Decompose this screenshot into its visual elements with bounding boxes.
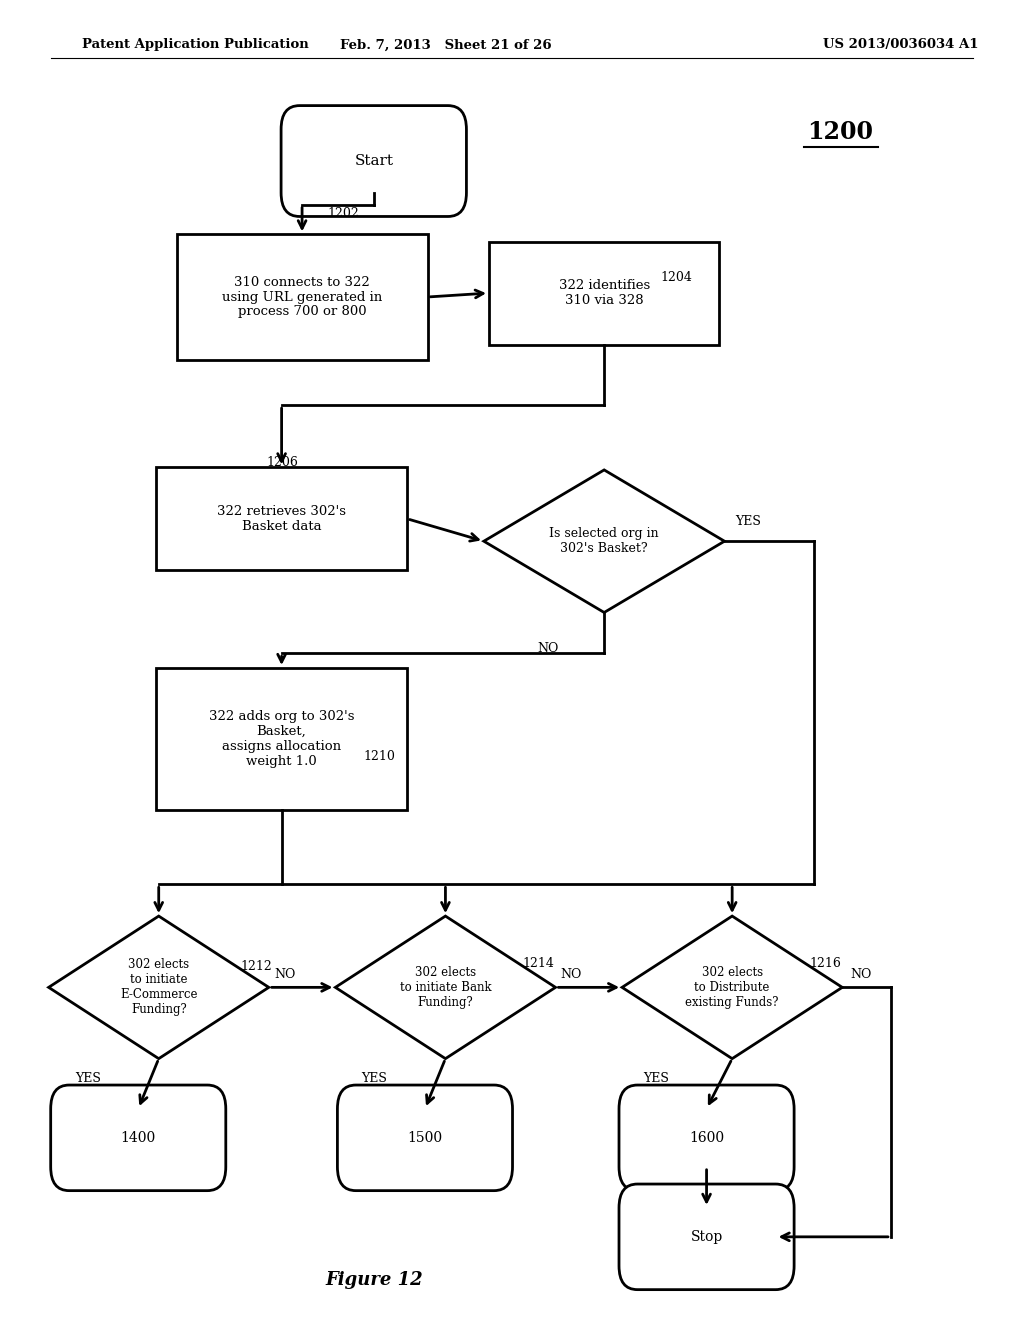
FancyBboxPatch shape [618, 1184, 795, 1290]
Text: Figure 12: Figure 12 [325, 1271, 423, 1290]
Text: 302 elects
to initiate Bank
Funding?: 302 elects to initiate Bank Funding? [399, 966, 492, 1008]
Text: Stop: Stop [690, 1230, 723, 1243]
Text: 302 elects
to Distribute
existing Funds?: 302 elects to Distribute existing Funds? [685, 966, 779, 1008]
Text: NO: NO [561, 968, 582, 981]
Polygon shape [49, 916, 268, 1059]
FancyBboxPatch shape [51, 1085, 226, 1191]
Text: 322 retrieves 302's
Basket data: 322 retrieves 302's Basket data [217, 504, 346, 533]
Text: 1216: 1216 [809, 957, 841, 970]
Text: 1214: 1214 [522, 957, 554, 970]
Text: 322 adds org to 302's
Basket,
assigns allocation
weight 1.0: 322 adds org to 302's Basket, assigns al… [209, 710, 354, 768]
Text: 1202: 1202 [328, 207, 359, 220]
FancyBboxPatch shape [337, 1085, 512, 1191]
Text: 1212: 1212 [241, 960, 272, 973]
Text: Is selected org in
302's Basket?: Is selected org in 302's Basket? [549, 527, 659, 556]
Text: YES: YES [361, 1072, 387, 1085]
Text: 310 connects to 322
using URL generated in
process 700 or 800: 310 connects to 322 using URL generated … [222, 276, 382, 318]
Polygon shape [336, 916, 555, 1059]
Text: Feb. 7, 2013   Sheet 21 of 26: Feb. 7, 2013 Sheet 21 of 26 [340, 38, 551, 51]
Text: 1500: 1500 [408, 1131, 442, 1144]
Bar [489, 242, 719, 345]
Text: NO: NO [538, 642, 559, 655]
FancyBboxPatch shape [281, 106, 466, 216]
Polygon shape [483, 470, 725, 612]
Bar [157, 668, 408, 810]
Bar [176, 235, 428, 359]
Text: YES: YES [735, 515, 761, 528]
Text: Start: Start [354, 154, 393, 168]
Text: NO: NO [850, 968, 871, 981]
Text: YES: YES [75, 1072, 100, 1085]
Bar [157, 467, 408, 570]
Text: US 2013/0036034 A1: US 2013/0036034 A1 [823, 38, 979, 51]
Text: 1400: 1400 [121, 1131, 156, 1144]
Text: 302 elects
to initiate
E-Commerce
Funding?: 302 elects to initiate E-Commerce Fundin… [120, 958, 198, 1016]
Text: 1204: 1204 [660, 271, 692, 284]
Text: 322 identifies
310 via 328: 322 identifies 310 via 328 [558, 279, 650, 308]
FancyBboxPatch shape [618, 1085, 795, 1191]
Text: 1200: 1200 [807, 120, 872, 144]
Text: 1206: 1206 [266, 455, 298, 469]
Text: 1210: 1210 [364, 750, 395, 763]
Text: 1600: 1600 [689, 1131, 724, 1144]
Text: Patent Application Publication: Patent Application Publication [82, 38, 308, 51]
Text: NO: NO [274, 968, 295, 981]
Polygon shape [622, 916, 842, 1059]
Text: YES: YES [643, 1072, 669, 1085]
